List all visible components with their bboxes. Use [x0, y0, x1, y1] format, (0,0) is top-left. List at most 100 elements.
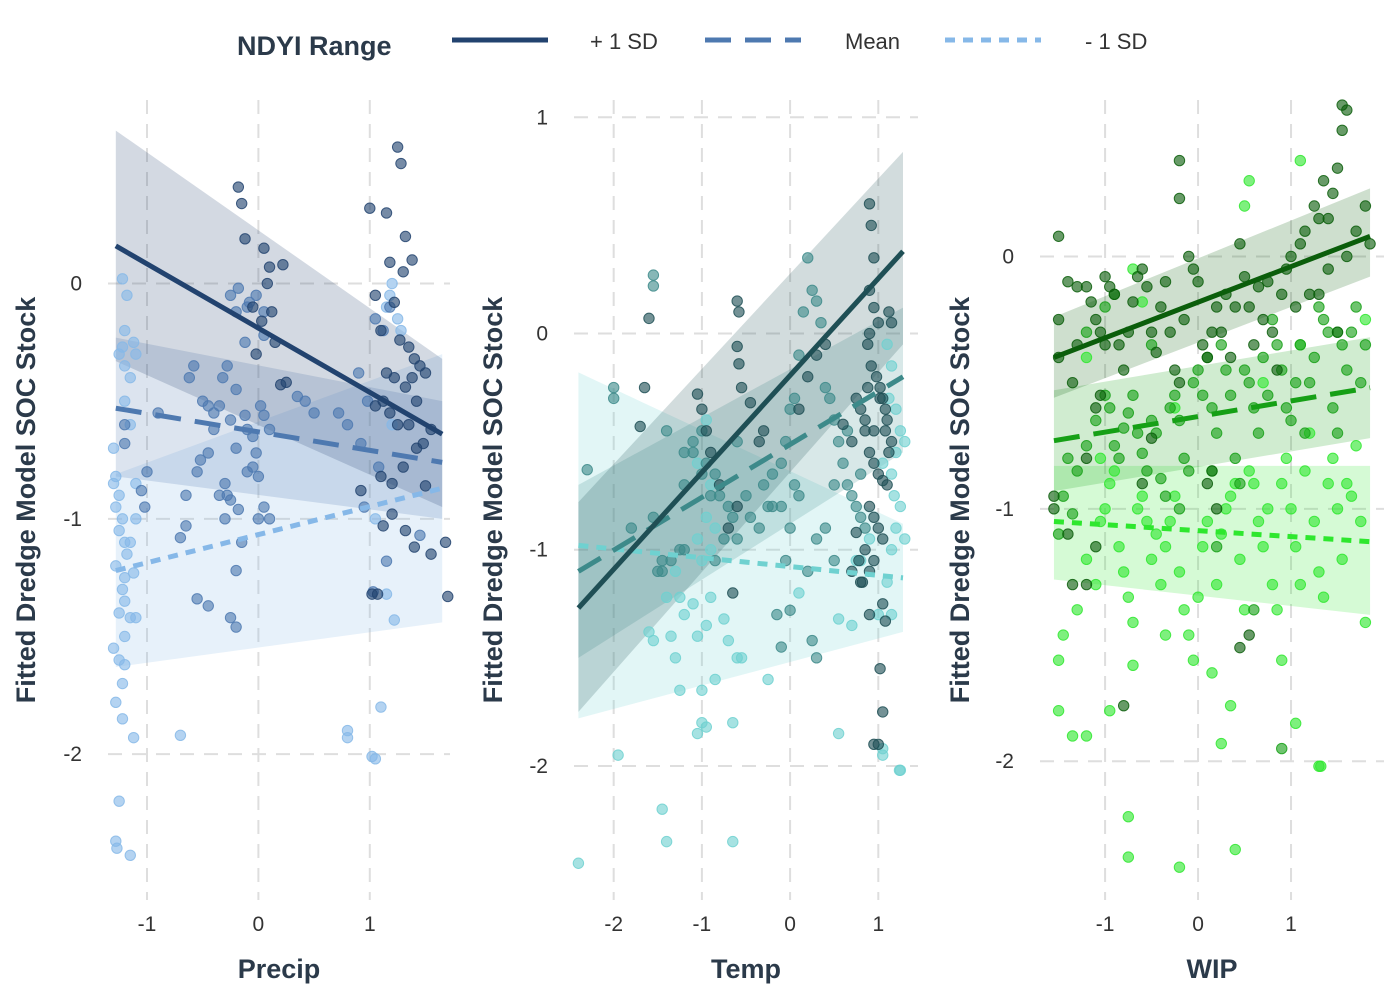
- data-point-high: [1327, 187, 1339, 200]
- data-point-mean: [1122, 407, 1135, 419]
- data-point-high: [377, 520, 389, 532]
- data-point-low: [1294, 578, 1307, 591]
- data-point-high: [859, 414, 871, 426]
- data-point-mean: [258, 409, 270, 421]
- data-point-high: [1331, 162, 1344, 174]
- data-point-low: [1308, 515, 1320, 528]
- data-point-high: [1085, 296, 1097, 308]
- data-point-high: [442, 590, 454, 603]
- data-point-low: [1108, 465, 1121, 477]
- data-point-high: [263, 261, 276, 273]
- data-point-low: [1066, 730, 1079, 742]
- data-point-mean: [1331, 427, 1344, 439]
- data-point-mean: [341, 419, 354, 431]
- data-point-mean: [784, 522, 796, 534]
- data-point-mean: [373, 461, 385, 473]
- data-point-low: [119, 630, 131, 643]
- data-point-high: [731, 295, 743, 307]
- data-point-mean: [1066, 508, 1079, 520]
- data-point-high: [1206, 465, 1218, 477]
- data-point-low: [669, 565, 682, 578]
- data-point-low: [885, 360, 898, 372]
- data-point-low: [386, 277, 398, 290]
- data-point-high: [865, 360, 877, 372]
- data-point-high: [1173, 192, 1186, 205]
- data-point-mean: [119, 419, 131, 431]
- data-point-low: [127, 731, 140, 744]
- data-point-high: [853, 554, 865, 567]
- data-point-high: [757, 425, 770, 437]
- data-point-high: [643, 312, 655, 325]
- data-point-mean: [1355, 376, 1367, 389]
- data-point-mean: [1117, 422, 1130, 434]
- data-point-high: [1271, 364, 1283, 376]
- data-point-low: [656, 803, 668, 815]
- data-point-mean: [1192, 364, 1204, 376]
- data-point-high: [1238, 270, 1251, 283]
- data-point-low: [890, 403, 902, 415]
- data-point-low: [1317, 591, 1330, 603]
- data-point-low: [1215, 737, 1227, 750]
- data-point-low: [1315, 760, 1327, 772]
- data-point-low: [572, 857, 585, 869]
- data-point-mean: [180, 489, 192, 501]
- data-point-low: [388, 614, 400, 626]
- data-point-high: [399, 524, 412, 537]
- data-point-high: [862, 338, 874, 351]
- data-point-low: [691, 533, 704, 545]
- data-point-low: [1136, 490, 1148, 502]
- data-point-low: [709, 522, 721, 534]
- data-point-high: [261, 277, 274, 290]
- data-point-mean: [1248, 604, 1260, 616]
- data-point-mean: [239, 409, 251, 421]
- data-point-mean: [250, 447, 262, 459]
- data-point-low: [700, 511, 713, 523]
- data-point-mean: [1294, 339, 1307, 351]
- data-point-low: [1238, 200, 1251, 212]
- data-point-high: [874, 662, 886, 675]
- data-point-low: [893, 764, 906, 776]
- data-point-high: [355, 484, 367, 497]
- data-point-mean: [678, 544, 690, 556]
- y-tick-label: -2: [995, 750, 1014, 773]
- data-point-high: [364, 202, 376, 214]
- data-point-high: [1313, 288, 1325, 301]
- data-point-mean: [224, 611, 237, 624]
- data-point-high: [277, 259, 289, 271]
- data-point-low: [660, 835, 673, 848]
- data-point-high: [1331, 326, 1344, 338]
- data-point-mean: [1197, 389, 1209, 401]
- data-point-low: [705, 591, 717, 603]
- data-point-mean: [141, 466, 153, 478]
- data-point-low: [375, 701, 387, 713]
- data-point-low: [1071, 604, 1083, 616]
- data-point-mean: [1220, 364, 1232, 376]
- data-point-low: [705, 544, 717, 556]
- data-point-mean: [217, 371, 229, 384]
- data-point-high: [419, 367, 432, 379]
- data-point-low: [130, 611, 142, 624]
- data-point-mean: [258, 501, 270, 513]
- data-point-mean: [239, 336, 251, 349]
- fit-line-plus-1sd: [114, 243, 444, 437]
- data-point-mean: [1327, 402, 1339, 414]
- data-point-high: [883, 306, 895, 318]
- data-point-mean: [1238, 364, 1251, 376]
- data-point-mean: [1257, 351, 1269, 364]
- data-point-high: [1090, 402, 1102, 414]
- data-point-mean: [660, 425, 673, 437]
- data-point-high: [380, 207, 393, 219]
- data-point-high: [419, 480, 432, 492]
- data-point-high: [868, 738, 880, 751]
- data-point-high: [638, 381, 651, 394]
- data-point-high: [868, 511, 880, 523]
- data-point-low: [1122, 811, 1135, 823]
- data-point-high: [1136, 263, 1148, 275]
- data-point-high: [1224, 351, 1237, 364]
- data-point-mean: [1299, 427, 1311, 439]
- data-point-mean: [119, 437, 131, 450]
- data-point-high: [1145, 326, 1158, 338]
- data-point-mean: [652, 565, 664, 578]
- panel-precip: -1 0 1 -2 -1 0 Precip Fitted Dredge Model SOC S…: [11, 100, 454, 984]
- data-point-mean: [1187, 376, 1200, 389]
